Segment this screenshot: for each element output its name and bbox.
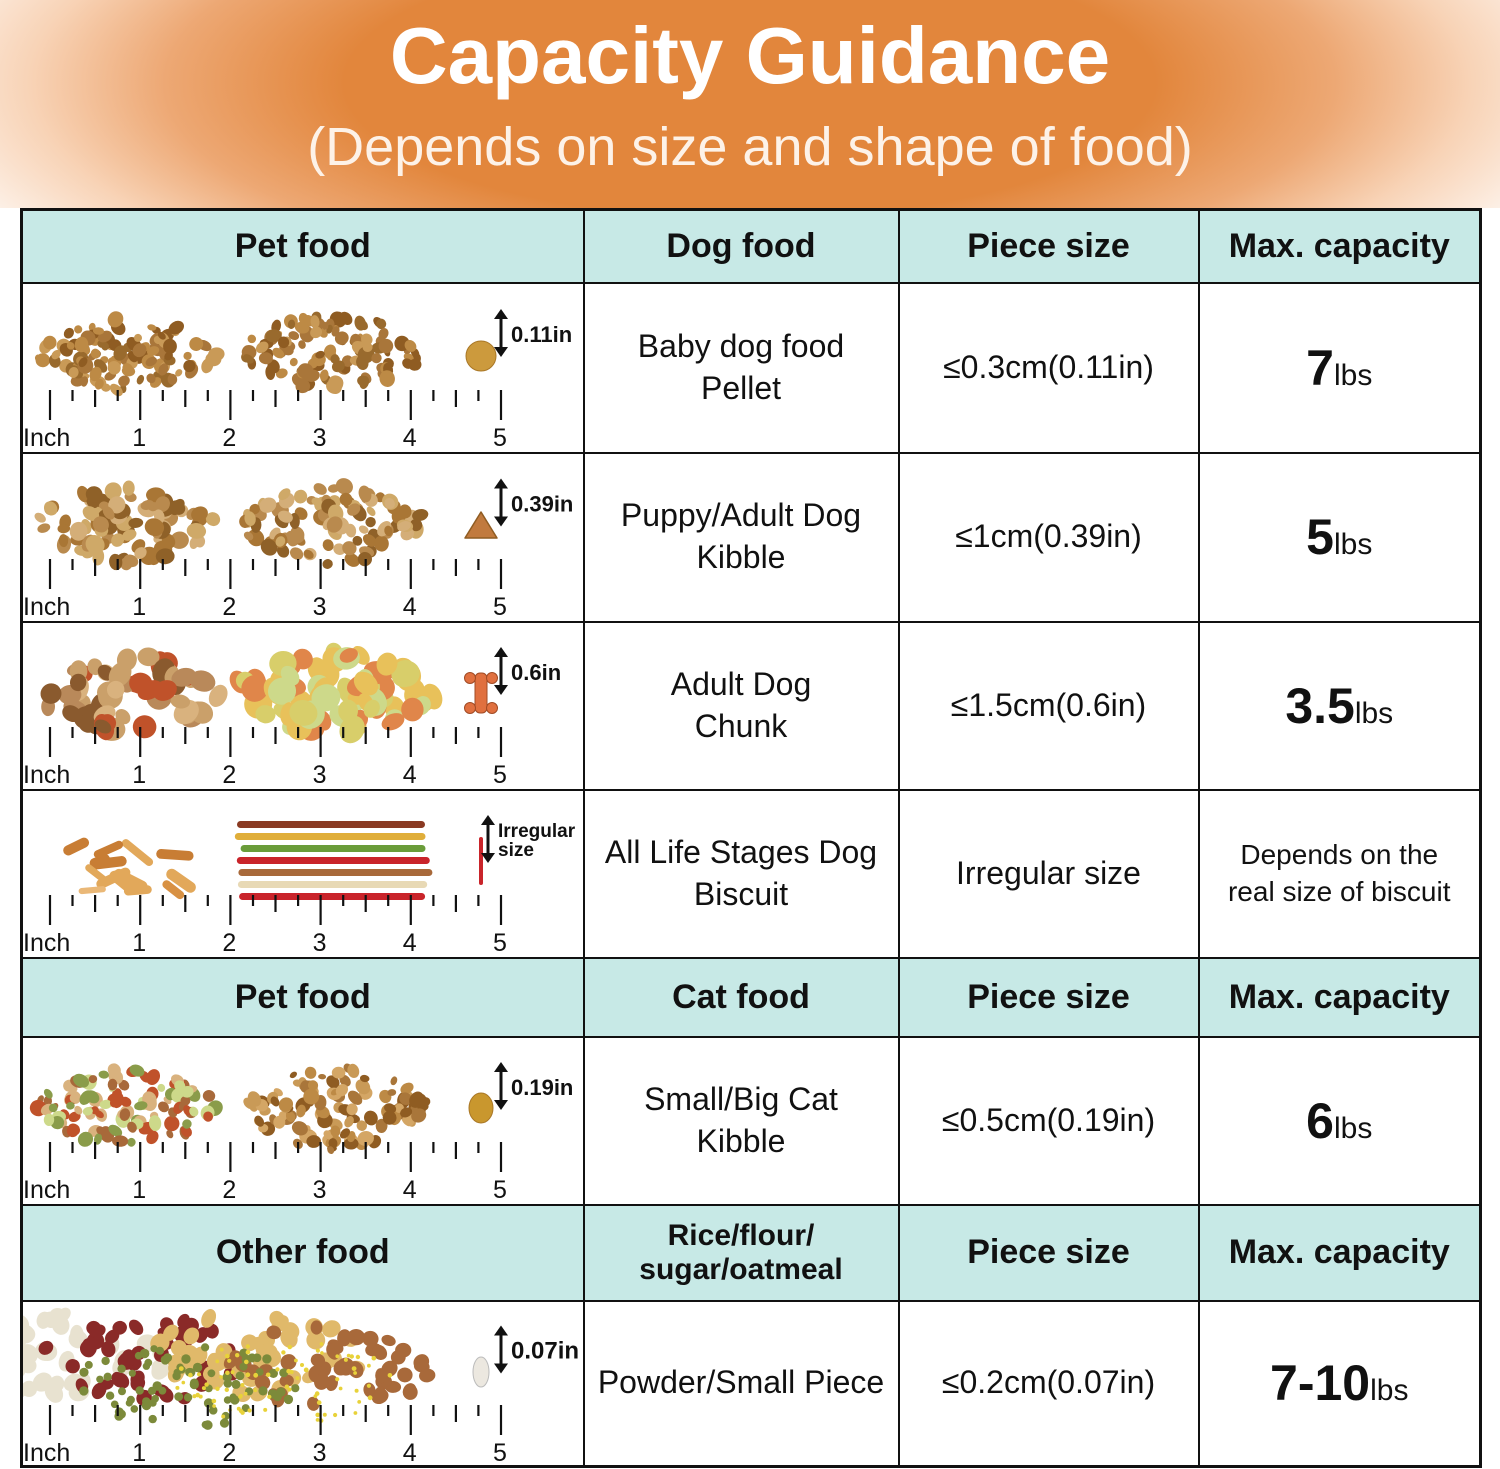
svg-text:0.6in: 0.6in (511, 660, 561, 685)
svg-text:5: 5 (493, 761, 507, 789)
svg-text:1: 1 (132, 761, 146, 789)
svg-text:5: 5 (493, 1439, 507, 1465)
svg-text:3: 3 (313, 1176, 327, 1204)
svg-text:5: 5 (493, 929, 507, 957)
svg-text:3: 3 (313, 929, 327, 957)
svg-text:3: 3 (313, 1439, 327, 1465)
svg-text:Inch: Inch (23, 761, 70, 789)
svg-text:4: 4 (403, 1176, 417, 1204)
svg-text:1: 1 (132, 929, 146, 957)
svg-text:0.19in: 0.19in (511, 1075, 573, 1100)
svg-text:2: 2 (222, 424, 236, 452)
svg-text:4: 4 (403, 761, 417, 789)
svg-text:Inch: Inch (23, 929, 70, 957)
svg-text:1: 1 (132, 1439, 146, 1465)
svg-text:0.07in: 0.07in (511, 1337, 579, 1364)
svg-text:Inch: Inch (23, 1176, 70, 1204)
svg-text:5: 5 (493, 1176, 507, 1204)
svg-text:1: 1 (132, 593, 146, 621)
svg-text:0.11in: 0.11in (511, 322, 572, 347)
svg-text:5: 5 (493, 593, 507, 621)
svg-text:4: 4 (403, 929, 417, 957)
svg-text:2: 2 (222, 1176, 236, 1204)
svg-text:3: 3 (313, 593, 327, 621)
svg-text:3: 3 (313, 424, 327, 452)
svg-text:0.39in: 0.39in (511, 491, 573, 516)
svg-text:2: 2 (222, 593, 236, 621)
svg-text:2: 2 (222, 929, 236, 957)
svg-text:Inch: Inch (23, 424, 70, 452)
svg-text:Inch: Inch (23, 593, 70, 621)
svg-text:4: 4 (403, 424, 417, 452)
svg-text:1: 1 (132, 424, 146, 452)
svg-text:Irregular: Irregular (498, 821, 576, 842)
svg-text:1: 1 (132, 1176, 146, 1204)
svg-text:4: 4 (403, 593, 417, 621)
svg-text:3: 3 (313, 761, 327, 789)
svg-text:4: 4 (403, 1439, 417, 1465)
svg-text:5: 5 (493, 424, 507, 452)
svg-text:2: 2 (222, 1439, 236, 1465)
svg-text:size: size (498, 840, 534, 861)
svg-text:2: 2 (222, 761, 236, 789)
svg-text:Inch: Inch (23, 1439, 70, 1465)
